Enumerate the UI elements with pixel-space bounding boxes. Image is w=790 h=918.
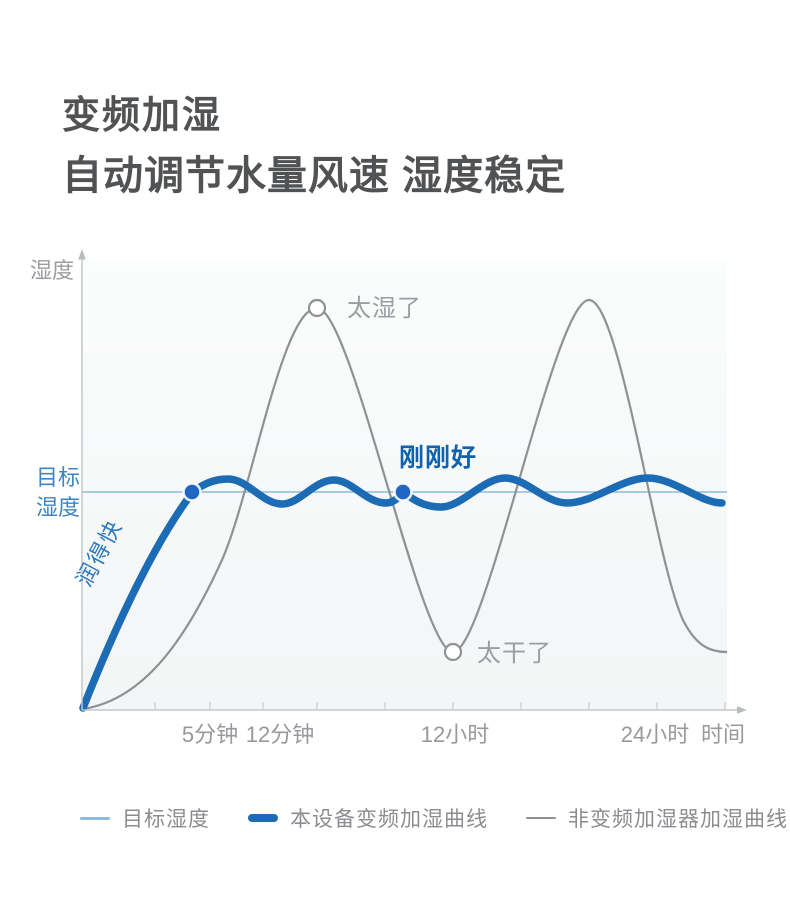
annotation-too-wet: 太湿了 <box>347 295 422 322</box>
legend-item-non-variable-curve: 非变频加湿器加湿曲线 <box>526 803 788 833</box>
legend-label-target: 目标湿度 <box>122 808 210 831</box>
non-variable-curve <box>82 298 728 711</box>
x-tick-24h: 24小时 <box>620 722 690 747</box>
x-axis-arrow-icon <box>737 706 747 714</box>
chart-legend: 目标湿度 本设备变频加湿曲线 非变频加湿器加湿曲线 <box>80 803 788 833</box>
target-humidity-label: 目标 湿度 <box>30 463 80 523</box>
legend-item-target: 目标湿度 <box>80 803 210 833</box>
page-subtitle: 自动调节水量风速 湿度稳定 <box>62 154 567 198</box>
annotation-just-right: 刚刚好 <box>399 444 478 472</box>
x-axis-tick-marks <box>154 702 726 709</box>
x-tick-12min: 12分钟 <box>245 722 315 747</box>
target-label-line1: 目标 <box>35 465 80 490</box>
legend-label-device-curve: 本设备变频加湿曲线 <box>290 808 488 831</box>
legend-swatch-non-variable-curve <box>526 816 556 820</box>
x-axis-label: 时间 <box>701 722 746 747</box>
too-wet-marker <box>307 298 327 318</box>
legend-swatch-device-curve <box>248 814 278 822</box>
page-title: 变频加湿 <box>62 95 223 137</box>
reach-target-dot <box>182 482 202 502</box>
device-curve-rise <box>79 489 196 712</box>
y-axis-label: 湿度 <box>30 258 75 283</box>
target-label-line2: 湿度 <box>35 495 80 520</box>
just-right-dot <box>393 482 413 502</box>
legend-label-non-variable-curve: 非变频加湿器加湿曲线 <box>568 808 788 831</box>
too-dry-marker <box>443 642 463 662</box>
legend-swatch-target-line <box>80 816 110 820</box>
legend-item-device-curve: 本设备变频加湿曲线 <box>248 803 488 833</box>
x-tick-12h: 12小时 <box>420 722 490 747</box>
x-tick-5min: 5分钟 <box>181 722 239 747</box>
annotation-too-dry: 太干了 <box>477 640 552 667</box>
y-axis-arrow-icon <box>78 249 86 260</box>
